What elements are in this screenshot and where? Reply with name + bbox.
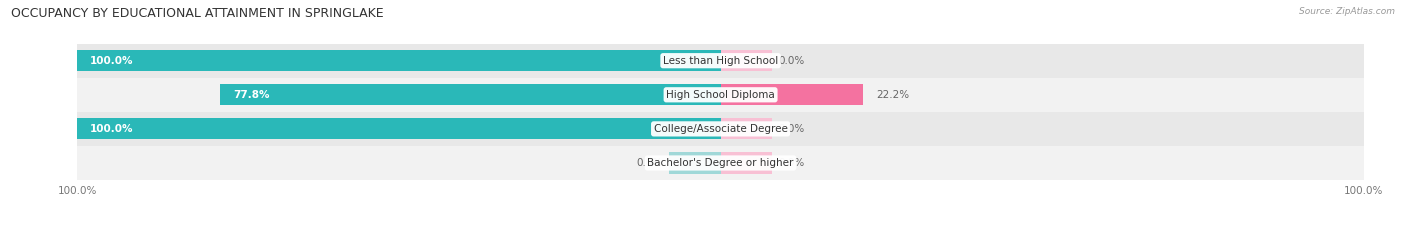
Text: 100.0%: 100.0% [90,56,134,66]
Text: OCCUPANCY BY EDUCATIONAL ATTAINMENT IN SPRINGLAKE: OCCUPANCY BY EDUCATIONAL ATTAINMENT IN S… [11,7,384,20]
Bar [77,44,1364,78]
Bar [77,146,1364,180]
Text: 0.0%: 0.0% [779,124,804,134]
Text: Bachelor's Degree or higher: Bachelor's Degree or higher [647,158,794,168]
Text: Less than High School: Less than High School [664,56,778,66]
Text: 77.8%: 77.8% [233,90,270,100]
Text: 100.0%: 100.0% [90,124,134,134]
Text: College/Associate Degree: College/Associate Degree [654,124,787,134]
Text: Source: ZipAtlas.com: Source: ZipAtlas.com [1299,7,1395,16]
Text: High School Diploma: High School Diploma [666,90,775,100]
Bar [721,50,772,71]
Text: 0.0%: 0.0% [779,158,804,168]
Text: 0.0%: 0.0% [779,56,804,66]
Bar [721,118,772,140]
Text: 0.0%: 0.0% [637,158,662,168]
Bar [77,118,721,140]
Bar [77,78,1364,112]
Bar [721,152,772,174]
Bar [721,84,863,105]
Bar [221,84,721,105]
Text: 22.2%: 22.2% [876,90,910,100]
Bar [77,50,721,71]
Bar [77,112,1364,146]
Bar [669,152,721,174]
